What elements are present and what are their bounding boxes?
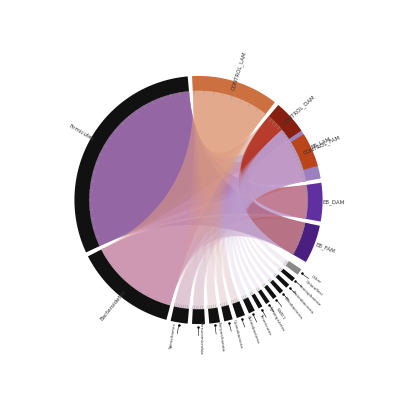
Polygon shape bbox=[241, 116, 306, 184]
Polygon shape bbox=[281, 269, 295, 281]
Polygon shape bbox=[174, 219, 305, 309]
Polygon shape bbox=[207, 130, 306, 309]
Polygon shape bbox=[216, 130, 306, 307]
Polygon shape bbox=[89, 91, 305, 254]
Polygon shape bbox=[89, 91, 266, 246]
Polygon shape bbox=[193, 91, 266, 307]
Polygon shape bbox=[227, 130, 306, 300]
Polygon shape bbox=[237, 130, 306, 282]
Polygon shape bbox=[174, 91, 266, 309]
Polygon shape bbox=[171, 306, 189, 324]
Polygon shape bbox=[223, 130, 306, 304]
Polygon shape bbox=[89, 91, 303, 246]
Text: Synergistetes: Synergistetes bbox=[267, 306, 285, 332]
Polygon shape bbox=[89, 91, 289, 246]
Polygon shape bbox=[291, 134, 318, 170]
Polygon shape bbox=[101, 130, 306, 306]
Polygon shape bbox=[239, 116, 305, 254]
Text: EB_DAM: EB_DAM bbox=[322, 199, 345, 205]
Polygon shape bbox=[264, 285, 277, 299]
Polygon shape bbox=[239, 130, 306, 277]
Polygon shape bbox=[241, 130, 306, 266]
Polygon shape bbox=[89, 91, 306, 246]
Polygon shape bbox=[232, 301, 245, 318]
Polygon shape bbox=[306, 183, 322, 222]
Polygon shape bbox=[231, 130, 306, 296]
Text: EB_LAM: EB_LAM bbox=[310, 136, 332, 150]
Polygon shape bbox=[269, 105, 301, 139]
Polygon shape bbox=[174, 185, 308, 309]
Text: CONTROL_FAM: CONTROL_FAM bbox=[303, 134, 341, 156]
Polygon shape bbox=[235, 130, 306, 287]
Polygon shape bbox=[193, 91, 266, 304]
Polygon shape bbox=[193, 91, 266, 309]
Polygon shape bbox=[75, 76, 189, 252]
Polygon shape bbox=[293, 223, 320, 262]
Polygon shape bbox=[270, 280, 283, 294]
Text: Bacteroidetes: Bacteroidetes bbox=[100, 289, 127, 321]
Polygon shape bbox=[208, 308, 220, 324]
Text: Other: Other bbox=[310, 275, 322, 285]
Text: Lentisphaerae: Lentisphaerae bbox=[298, 284, 321, 307]
Polygon shape bbox=[88, 250, 170, 320]
Text: Spirochaetes: Spirochaetes bbox=[169, 322, 177, 350]
Polygon shape bbox=[286, 261, 301, 275]
Polygon shape bbox=[193, 91, 266, 309]
Polygon shape bbox=[101, 216, 305, 306]
Polygon shape bbox=[282, 120, 321, 181]
Polygon shape bbox=[221, 305, 233, 321]
Polygon shape bbox=[243, 297, 255, 313]
Polygon shape bbox=[193, 185, 308, 309]
Polygon shape bbox=[192, 309, 205, 324]
Text: Fibrobacteres: Fibrobacteres bbox=[283, 296, 304, 321]
Text: Actinobacteria: Actinobacteria bbox=[246, 315, 260, 344]
Text: EB_FAM: EB_FAM bbox=[314, 242, 335, 255]
Polygon shape bbox=[174, 130, 306, 309]
Text: Chloroflexi: Chloroflexi bbox=[304, 280, 323, 297]
Text: Firmicutes: Firmicutes bbox=[68, 123, 95, 142]
Polygon shape bbox=[101, 185, 308, 306]
Circle shape bbox=[89, 91, 308, 309]
Polygon shape bbox=[193, 130, 306, 309]
Polygon shape bbox=[192, 76, 275, 114]
Polygon shape bbox=[240, 130, 306, 272]
Polygon shape bbox=[251, 294, 262, 308]
Text: Verrucomicrobia: Verrucomicrobia bbox=[198, 321, 202, 354]
Polygon shape bbox=[276, 274, 289, 288]
Text: Tenericutes: Tenericutes bbox=[258, 313, 272, 336]
Text: Euryarchaeota: Euryarchaeota bbox=[216, 321, 224, 352]
Text: Cyanobacteria: Cyanobacteria bbox=[232, 319, 243, 348]
Text: WWE1: WWE1 bbox=[276, 308, 286, 321]
Polygon shape bbox=[258, 290, 270, 304]
Text: Proteobacteria: Proteobacteria bbox=[291, 290, 314, 315]
Text: CONTROL_DAM: CONTROL_DAM bbox=[281, 94, 316, 126]
Text: CONTROL_LAM: CONTROL_LAM bbox=[230, 51, 248, 91]
Polygon shape bbox=[241, 116, 308, 219]
Polygon shape bbox=[233, 130, 306, 292]
Polygon shape bbox=[89, 91, 308, 246]
Polygon shape bbox=[101, 91, 266, 306]
